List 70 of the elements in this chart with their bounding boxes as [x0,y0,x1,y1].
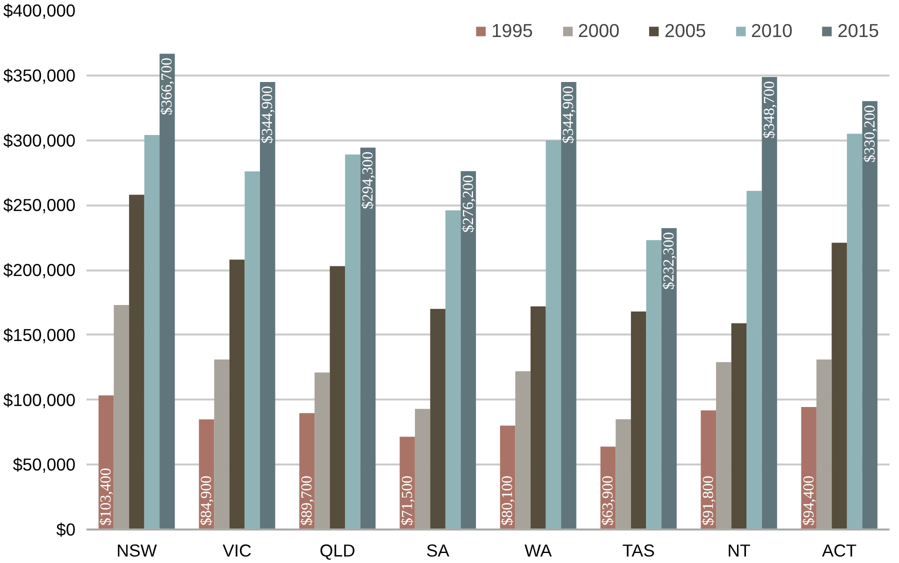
bar [214,360,230,530]
y-tick-label: $300,000 [3,130,76,150]
bar [515,371,531,530]
bar [661,228,677,530]
bar [260,82,276,530]
data-label: $344,900 [560,86,578,144]
data-label: $91,800 [700,475,717,526]
x-tick-label: QLD [320,540,356,560]
bar [144,135,160,530]
data-label: $276,200 [460,174,477,233]
data-label: $348,700 [760,80,778,139]
x-tick-label: ACT [822,540,858,560]
bar [445,210,461,530]
x-tick-label: NT [727,540,751,560]
data-label: $294,300 [359,151,376,210]
bar [460,171,476,530]
bar [314,372,330,530]
bar [114,305,130,530]
legend-label: 2000 [578,20,620,42]
bar [616,419,631,530]
bar [630,312,646,530]
y-tick-label: $50,000 [12,454,76,475]
y-tick-label: $150,000 [3,324,76,345]
bar [414,408,430,530]
bar [561,82,576,530]
data-label: $71,500 [398,475,416,526]
y-tick-label: $200,000 [3,260,76,280]
legend-label: 2005 [664,20,706,42]
y-tick-label: $350,000 [3,65,76,86]
data-label: $366,700 [158,57,176,116]
bar [360,148,376,530]
x-tick-label: SA [426,540,450,560]
bar [129,194,144,530]
x-tick-label: NSW [116,540,158,560]
data-label: $63,900 [600,475,617,526]
bar [746,190,762,530]
bar [816,360,832,530]
bar [330,266,346,530]
bar [862,101,878,530]
data-label: $94,400 [800,475,818,526]
bar [345,154,360,530]
legend-label: 2015 [837,20,879,42]
bar [731,323,747,530]
y-tick-label: $0 [56,520,76,540]
data-label: $84,900 [198,475,216,526]
bar [832,242,847,530]
bar [716,362,732,530]
y-tick-label: $250,000 [3,195,76,216]
bar [546,140,562,530]
legend-label: 2010 [750,20,792,42]
bar [430,308,446,530]
data-label: $80,100 [499,475,516,526]
legend-label: 1995 [491,20,533,42]
y-tick-label: $400,000 [3,0,76,20]
bar [160,54,175,530]
data-label: $103,400 [98,468,115,526]
x-tick-label: VIC [222,540,252,560]
data-label: $232,300 [660,232,678,290]
bar [530,306,546,530]
x-tick-label: WA [524,540,552,560]
bar [646,240,662,530]
bar [229,260,245,530]
data-label: $330,200 [861,104,878,163]
bar [762,77,778,530]
data-label: $89,700 [298,475,316,526]
bar [244,171,260,530]
data-label: $344,900 [259,86,276,144]
x-tick-label: TAS [622,540,655,560]
bar [846,134,862,530]
y-tick-label: $100,000 [3,390,76,410]
